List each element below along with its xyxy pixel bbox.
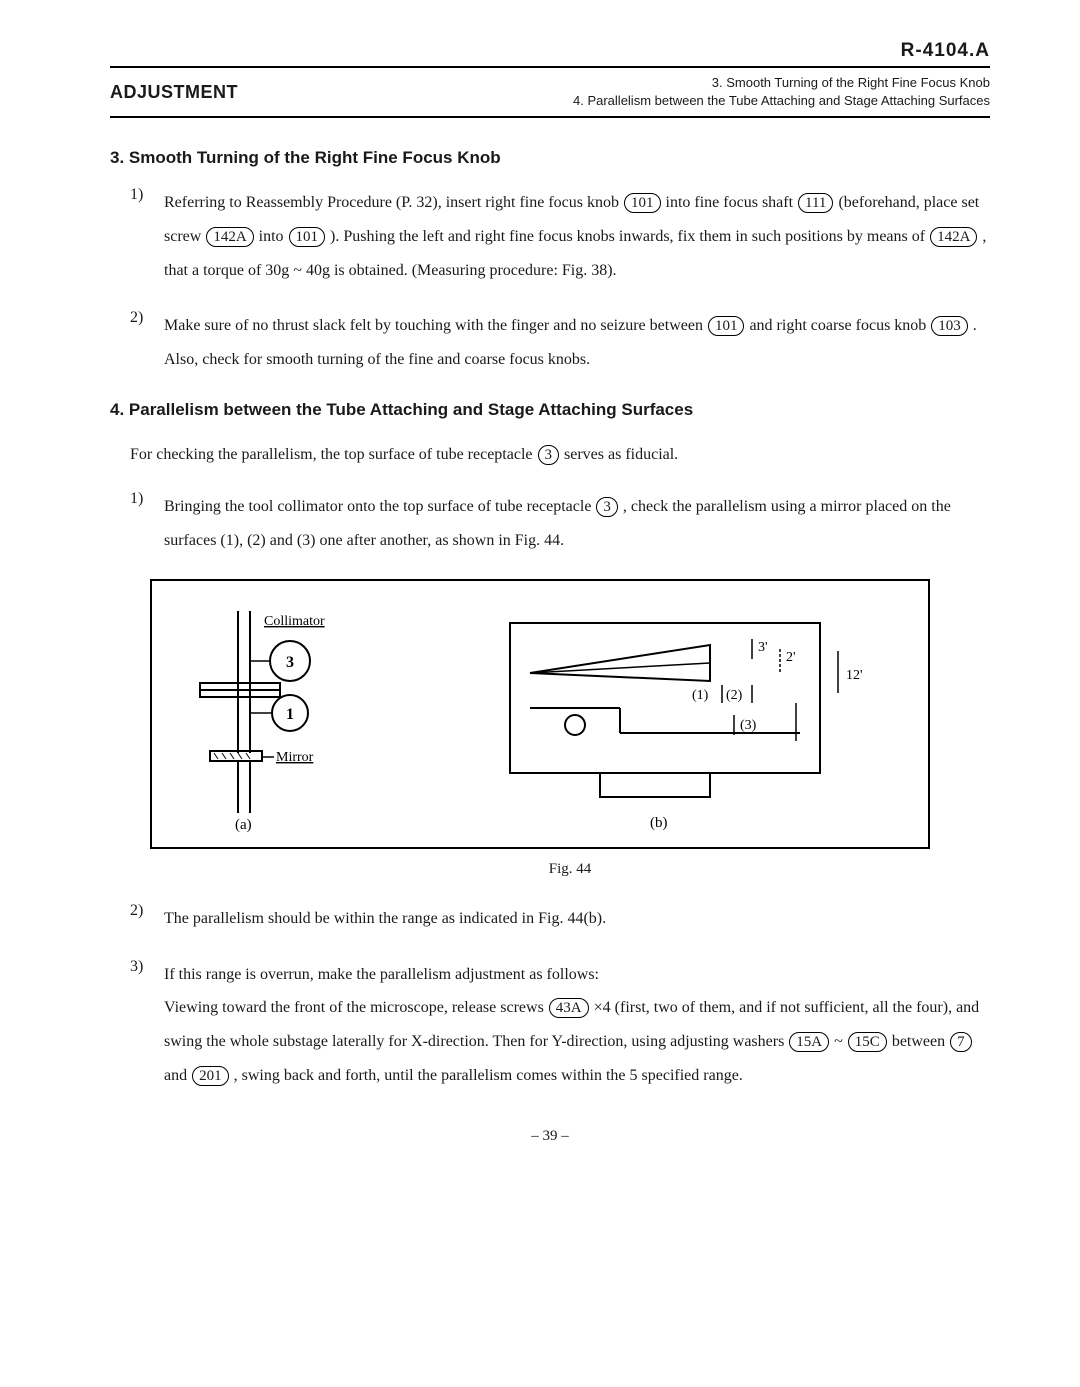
sec3-item1: 1) Referring to Reassembly Procedure (P.…	[130, 186, 990, 287]
header-right-line2: 4. Parallelism between the Tube Attachin…	[573, 92, 990, 110]
figure-44b: 3' 2' 12' (1) (2)	[500, 603, 900, 833]
part-ref: 101	[289, 227, 326, 247]
part-ref: 103	[931, 316, 968, 336]
fig-n1: 1	[286, 706, 294, 723]
page: R-4104.A ADJUSTMENT 3. Smooth Turning of…	[0, 0, 1080, 1185]
text: Viewing toward the front of the microsco…	[164, 999, 548, 1016]
text-block: Viewing toward the front of the microsco…	[164, 991, 990, 1092]
text: Referring to Reassembly Procedure (P. 32…	[164, 194, 623, 211]
sec4-item3: 3) If this range is overrun, make the pa…	[130, 958, 990, 1092]
list-marker: 1)	[130, 490, 164, 557]
text: Make sure of no thrust slack felt by tou…	[164, 317, 707, 334]
sec4-item1: 1) Bringing the tool collimator onto the…	[130, 490, 990, 557]
figure-44b-svg: 3' 2' 12' (1) (2)	[500, 603, 900, 833]
fig-label-a: (a)	[235, 817, 252, 833]
text: ). Pushing the left and right fine focus…	[330, 228, 929, 245]
text: ~	[834, 1033, 847, 1050]
list-marker: 2)	[130, 902, 164, 936]
part-ref: 3	[596, 497, 618, 517]
collimator-label: Collimator	[264, 614, 325, 629]
figure-44a-svg: Collimator 3 1	[180, 603, 470, 833]
document-id: R-4104.A	[110, 40, 990, 62]
part-ref: 201	[192, 1066, 229, 1086]
header-left: ADJUSTMENT	[110, 82, 238, 103]
text: and	[164, 1067, 191, 1084]
text: between	[892, 1033, 949, 1050]
text: serves as fiducial.	[564, 446, 678, 463]
text: and right coarse focus knob	[749, 317, 930, 334]
text: Bringing the tool collimator onto the to…	[164, 498, 595, 515]
section-4-title: 4. Parallelism between the Tube Attachin…	[110, 400, 990, 420]
text: into	[259, 228, 288, 245]
fig-label-b: (b)	[650, 815, 668, 831]
figure-44a: Collimator 3 1	[180, 603, 470, 833]
figure-caption: Fig. 44	[150, 861, 990, 878]
part-ref: 142A	[930, 227, 977, 247]
part-ref: 101	[708, 316, 745, 336]
fig-p2: (2)	[726, 688, 743, 703]
part-ref: 3	[538, 445, 560, 465]
header-right: 3. Smooth Turning of the Right Fine Focu…	[573, 74, 990, 110]
text: If this range is overrun, make the paral…	[164, 958, 990, 992]
list-content: Make sure of no thrust slack felt by tou…	[164, 309, 990, 376]
figure-frame: Collimator 3 1	[150, 579, 930, 849]
figure-44: Collimator 3 1	[150, 579, 990, 878]
text: , swing back and forth, until the parall…	[234, 1067, 743, 1084]
list-marker: 2)	[130, 309, 164, 376]
header-band: ADJUSTMENT 3. Smooth Turning of the Righ…	[110, 66, 990, 118]
list-marker: 3)	[130, 958, 164, 1092]
list-content: If this range is overrun, make the paral…	[164, 958, 990, 1092]
fig-s3p: 3'	[758, 640, 768, 655]
list-marker: 1)	[130, 186, 164, 287]
header-right-line1: 3. Smooth Turning of the Right Fine Focu…	[573, 74, 990, 92]
part-ref: 111	[798, 193, 833, 213]
part-ref: 15C	[848, 1032, 887, 1052]
mirror-label: Mirror	[276, 750, 314, 765]
list-content: Referring to Reassembly Procedure (P. 32…	[164, 186, 990, 287]
text: into fine focus shaft	[666, 194, 798, 211]
fig-p3: (3)	[740, 718, 757, 733]
list-content: The parallelism should be within the ran…	[164, 902, 606, 936]
fig-p1: (1)	[692, 688, 709, 703]
part-ref: 15A	[789, 1032, 829, 1052]
page-number: – 39 –	[110, 1128, 990, 1145]
text: For checking the parallelism, the top su…	[130, 446, 537, 463]
part-ref: 101	[624, 193, 661, 213]
fig-s12p: 12'	[846, 668, 863, 683]
fig-s2p: 2'	[786, 650, 796, 665]
part-ref: 142A	[206, 227, 253, 247]
part-ref: 7	[950, 1032, 972, 1052]
sec3-item2: 2) Make sure of no thrust slack felt by …	[130, 309, 990, 376]
sec4-item2: 2) The parallelism should be within the …	[130, 902, 990, 936]
list-content: Bringing the tool collimator onto the to…	[164, 490, 990, 557]
sec4-intro: For checking the parallelism, the top su…	[130, 438, 990, 472]
section-3-title: 3. Smooth Turning of the Right Fine Focu…	[110, 148, 990, 168]
text: The parallelism should be within the ran…	[164, 910, 606, 927]
part-ref: 43A	[549, 998, 589, 1018]
fig-n3: 3	[286, 654, 294, 671]
